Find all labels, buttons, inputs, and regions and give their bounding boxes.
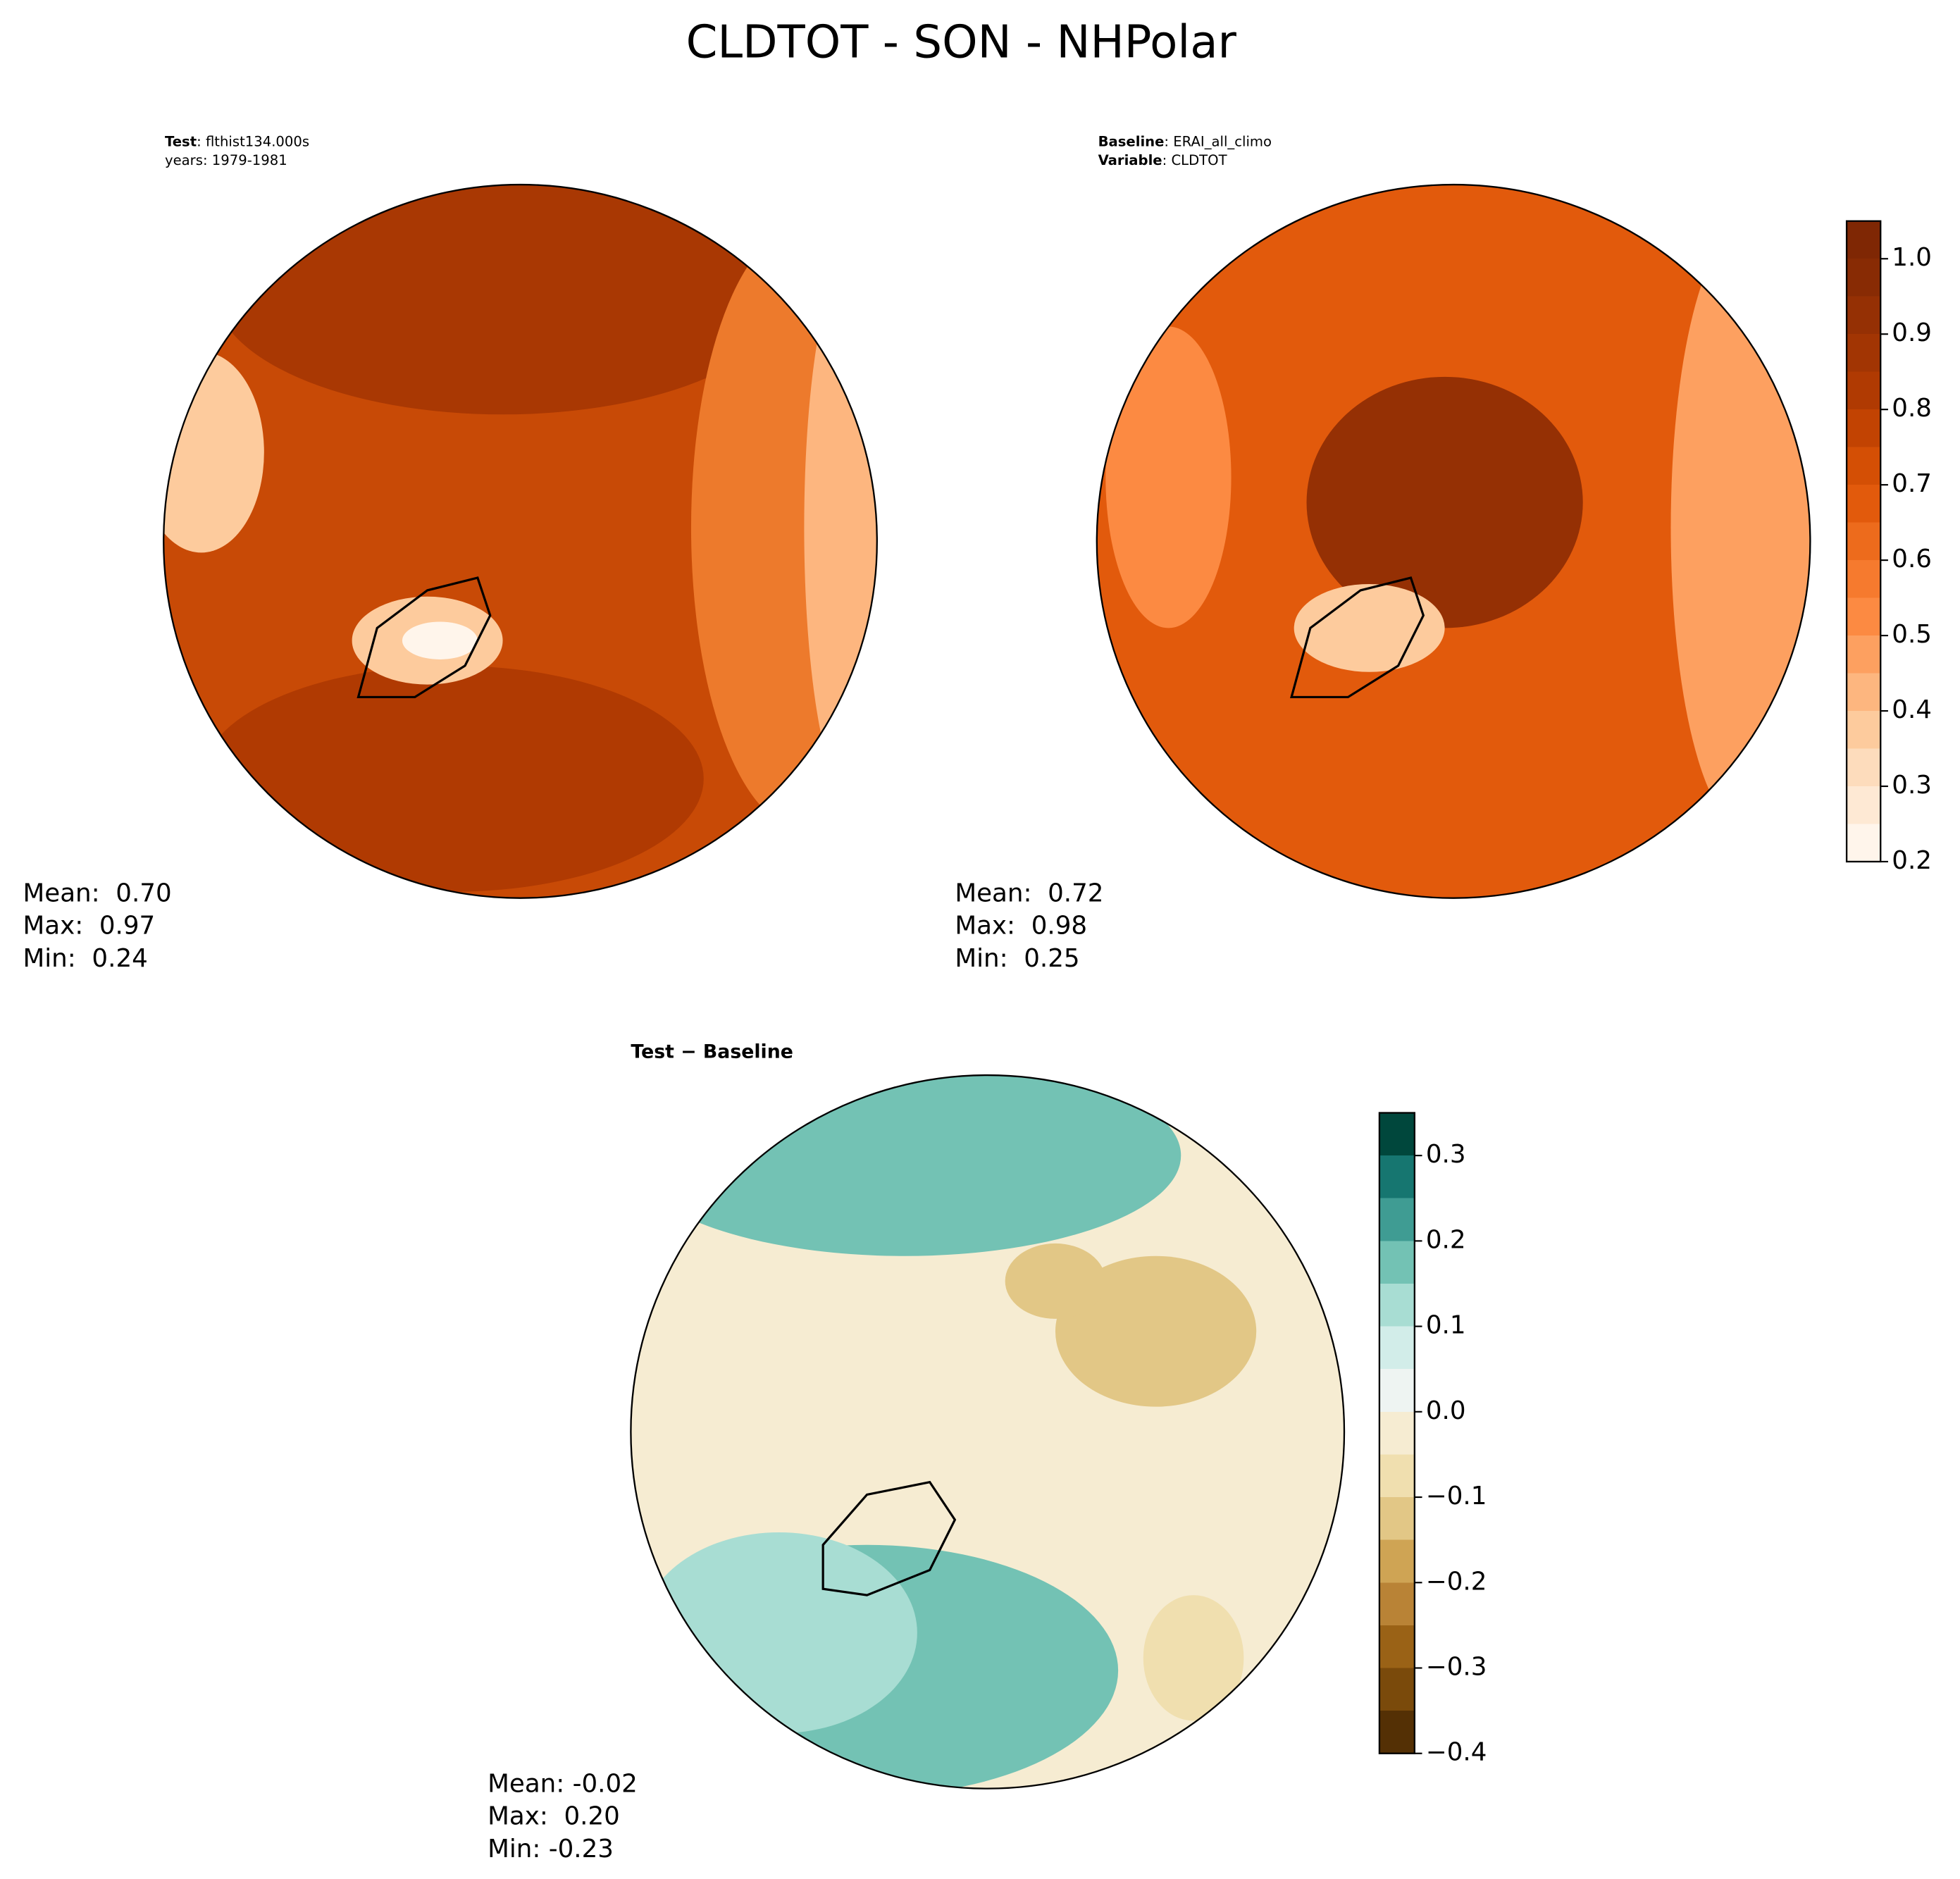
colorbar-band (1379, 1454, 1415, 1498)
annotation-key: Variable (1098, 152, 1162, 168)
coastline (1290, 576, 1425, 699)
annotation-key: Baseline (1098, 133, 1165, 149)
colorbar-band (1379, 1198, 1415, 1241)
colorbar-tick-label: 0.4 (1892, 695, 1932, 724)
colorbar-tick-label: 0.8 (1892, 394, 1932, 423)
annotation: years: 1979-1981 (165, 152, 287, 168)
colorbar-tick-label: 1.0 (1892, 243, 1932, 272)
colorbar-band (1379, 1112, 1415, 1156)
colorbar-band (1379, 1668, 1415, 1711)
annotation-text: : CLDTOT (1162, 152, 1228, 168)
stat-line: Max: 0.97 (23, 912, 156, 941)
coastline (821, 1480, 957, 1596)
coastline (356, 576, 492, 699)
colorbar-band (1847, 447, 1881, 485)
map-field (163, 185, 877, 898)
stat-line: Min: -0.23 (488, 1835, 614, 1864)
annotation: Baseline: ERAI_all_climo (1098, 133, 1272, 149)
colorbar-band (1379, 1369, 1415, 1412)
stat-line: Min: 0.24 (23, 944, 148, 973)
colorbar-tick-label: −0.2 (1426, 1567, 1487, 1596)
colorbar-band (1847, 597, 1881, 636)
stat-line: Min: 0.25 (955, 944, 1079, 973)
colorbar-band (1847, 485, 1881, 523)
annotation-text: years: 1979-1981 (165, 152, 287, 168)
colorbar-tick-label: 0.0 (1426, 1396, 1466, 1425)
colorbar-tick-label: 0.3 (1426, 1140, 1466, 1169)
stat-line: Max: 0.98 (955, 912, 1087, 941)
annotation-text: : flthist134.000s (197, 133, 309, 149)
map-field (1096, 185, 1811, 898)
colorbar-tick-label: −0.4 (1426, 1738, 1487, 1767)
colorbar-frame (1378, 1112, 1415, 1754)
stat-line: Mean: -0.02 (488, 1769, 638, 1798)
colorbar-band (1379, 1539, 1415, 1583)
colorbar-band (1847, 371, 1881, 410)
colorbar-band (1847, 259, 1881, 297)
colorbar-tick-label: 0.1 (1426, 1311, 1466, 1340)
annotation: Variable: CLDTOT (1098, 152, 1228, 168)
annotation-key: Test (165, 133, 197, 149)
colorbar-band (1379, 1497, 1415, 1540)
colorbar-band (1379, 1326, 1415, 1370)
colorbar-tick-label: 0.9 (1892, 318, 1932, 347)
colorbar-band (1847, 334, 1881, 372)
map-border (1096, 183, 1811, 899)
colorbar-band (1847, 635, 1881, 674)
colorbar-band (1847, 748, 1881, 787)
colorbar-frame (1845, 220, 1882, 863)
figure-title: CLDTOT - SON - NHPolar (686, 16, 1237, 69)
colorbar-band (1847, 786, 1881, 824)
colorbar-tick-label: 0.7 (1892, 469, 1932, 498)
stat-line: Mean: 0.72 (955, 879, 1103, 907)
map-field (631, 1075, 1344, 1789)
colorbar-band (1379, 1283, 1415, 1327)
colorbar-band (1379, 1411, 1415, 1455)
stat-line: Max: 0.20 (488, 1802, 620, 1831)
colorbar-band (1379, 1711, 1415, 1754)
colorbar-tick-label: 0.3 (1892, 771, 1932, 800)
stat-line: Mean: 0.70 (23, 879, 172, 907)
colorbar-tick-label: 0.5 (1892, 620, 1932, 649)
colorbar-band (1379, 1241, 1415, 1284)
colorbar-band (1847, 522, 1881, 561)
map-border (630, 1074, 1346, 1790)
colorbar-band (1379, 1155, 1415, 1198)
colorbar-tick-label: 0.2 (1892, 846, 1932, 875)
colorbar-band (1847, 296, 1881, 335)
map-border (163, 183, 878, 899)
colorbar-tick-label: 0.2 (1426, 1225, 1466, 1254)
colorbar-band (1847, 711, 1881, 749)
colorbar-band (1847, 673, 1881, 712)
colorbar-tick-label: 0.6 (1892, 545, 1932, 573)
colorbar-band (1379, 1625, 1415, 1668)
annotation-text: : ERAI_all_climo (1164, 133, 1272, 149)
colorbar-band (1847, 560, 1881, 598)
colorbar-tick-label: −0.1 (1426, 1482, 1487, 1511)
colorbar-band (1847, 824, 1881, 862)
colorbar-band (1847, 221, 1881, 259)
colorbar-band (1379, 1582, 1415, 1625)
annotation: Test: flthist134.000s (165, 133, 309, 149)
colorbar-tick-label: −0.3 (1426, 1652, 1487, 1681)
colorbar-band (1847, 409, 1881, 447)
panel-title: Test − Baseline (631, 1041, 793, 1062)
